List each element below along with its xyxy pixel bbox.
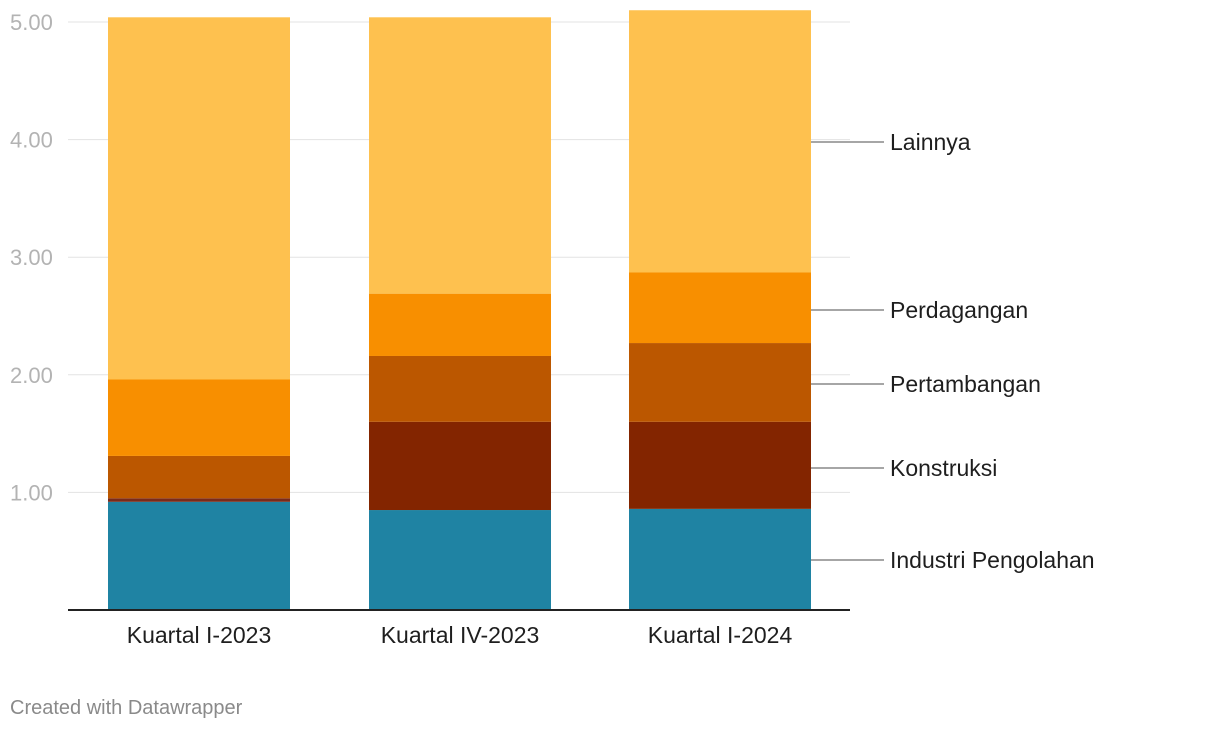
series-labels: Industri Pengolahan Konstruksi Pertambanga…	[811, 129, 1095, 573]
bar-segment	[108, 455, 290, 499]
series-label: Konstruksi	[890, 455, 997, 481]
series-label: Industri Pengolahan	[890, 547, 1095, 573]
bar-segment	[629, 272, 811, 344]
bar-segment	[629, 508, 811, 610]
bar-segment	[369, 293, 551, 356]
credit-text: Created with Datawrapper	[10, 697, 243, 719]
bar-segment	[369, 421, 551, 511]
series-label: Lainnya	[890, 129, 971, 155]
y-tick-label: 1.00	[10, 480, 53, 505]
x-axis: Kuartal I-2023 Kuartal IV-2023 Kuartal I-2…	[127, 622, 793, 648]
bars	[108, 10, 811, 610]
series-label: Perdagangan	[890, 297, 1028, 323]
bar-segment	[369, 17, 551, 294]
bar-segment	[108, 17, 290, 380]
x-tick-label: Kuartal IV-2023	[381, 622, 540, 648]
bar-segment	[108, 498, 290, 502]
bar-segment	[369, 355, 551, 422]
bar-segment	[629, 343, 811, 422]
series-label: Pertambangan	[890, 371, 1041, 397]
y-tick-label: 3.00	[10, 245, 53, 270]
y-tick-label: 4.00	[10, 128, 53, 153]
bar-segment	[629, 421, 811, 509]
bar-segment	[108, 379, 290, 456]
y-axis: 1.00 2.00 3.00 4.00 5.00	[10, 10, 53, 505]
bar-segment	[108, 501, 290, 610]
y-tick-label: 5.00	[10, 10, 53, 35]
x-tick-label: Kuartal I-2024	[648, 622, 793, 648]
bar-segment	[629, 10, 811, 273]
y-tick-label: 2.00	[10, 363, 53, 388]
bar-segment	[369, 510, 551, 610]
x-tick-label: Kuartal I-2023	[127, 622, 271, 648]
